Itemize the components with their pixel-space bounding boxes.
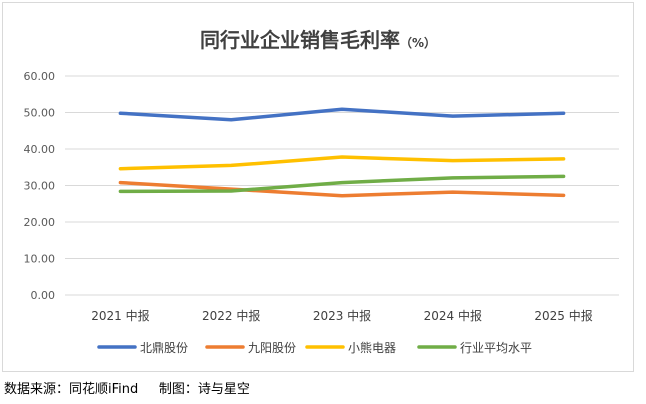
series-line bbox=[118, 107, 566, 122]
x-axis-ticks: 2021 中报 2022 中报 2023 中报 2024 中报 2025 中报 bbox=[91, 308, 593, 323]
chart-frame: 同行业企业销售毛利率（%） 0.00 10.00 20.00 30.00 40.00 50… bbox=[2, 2, 634, 372]
y-tick-label: 30.00 bbox=[24, 180, 56, 193]
legend-label: 北鼎股份 bbox=[140, 341, 188, 355]
y-tick-label: 10.00 bbox=[24, 253, 56, 266]
x-tick-label: 2022 中报 bbox=[202, 308, 260, 323]
footer-author: 制图：诗与星空 bbox=[158, 382, 250, 397]
y-tick-label: 0.00 bbox=[31, 289, 56, 302]
series-lines bbox=[118, 107, 566, 198]
line-chart: 同行业企业销售毛利率（%） 0.00 10.00 20.00 30.00 40.00 50… bbox=[24, 28, 619, 355]
y-tick-label: 20.00 bbox=[24, 216, 56, 229]
chart-title: 同行业企业销售毛利率（%） bbox=[200, 28, 436, 52]
footer: 数据来源：同花顺iFind 制图：诗与星空 bbox=[4, 378, 250, 397]
legend-label: 九阳股份 bbox=[248, 341, 296, 355]
x-tick-label: 2023 中报 bbox=[313, 308, 371, 323]
y-axis-ticks: 0.00 10.00 20.00 30.00 40.00 50.00 60.00 bbox=[24, 70, 56, 302]
chart-title-main: 同行业企业销售毛利率 bbox=[200, 28, 400, 52]
series-line bbox=[118, 155, 566, 171]
y-tick-label: 40.00 bbox=[24, 143, 56, 156]
x-tick-label: 2025 中报 bbox=[534, 308, 592, 323]
x-tick-label: 2024 中报 bbox=[424, 308, 482, 323]
x-tick-label: 2021 中报 bbox=[91, 308, 149, 323]
legend: 北鼎股份 九阳股份 小熊电器 行业平均水平 bbox=[97, 340, 532, 355]
y-tick-label: 60.00 bbox=[24, 70, 56, 83]
series-line bbox=[118, 180, 566, 198]
legend-label: 小熊电器 bbox=[348, 340, 396, 355]
series-line bbox=[118, 174, 566, 194]
y-tick-label: 50.00 bbox=[24, 107, 56, 120]
footer-source: 数据来源：同花顺iFind bbox=[4, 382, 139, 397]
legend-label: 行业平均水平 bbox=[460, 341, 532, 355]
chart-title-suffix: （%） bbox=[400, 35, 436, 50]
